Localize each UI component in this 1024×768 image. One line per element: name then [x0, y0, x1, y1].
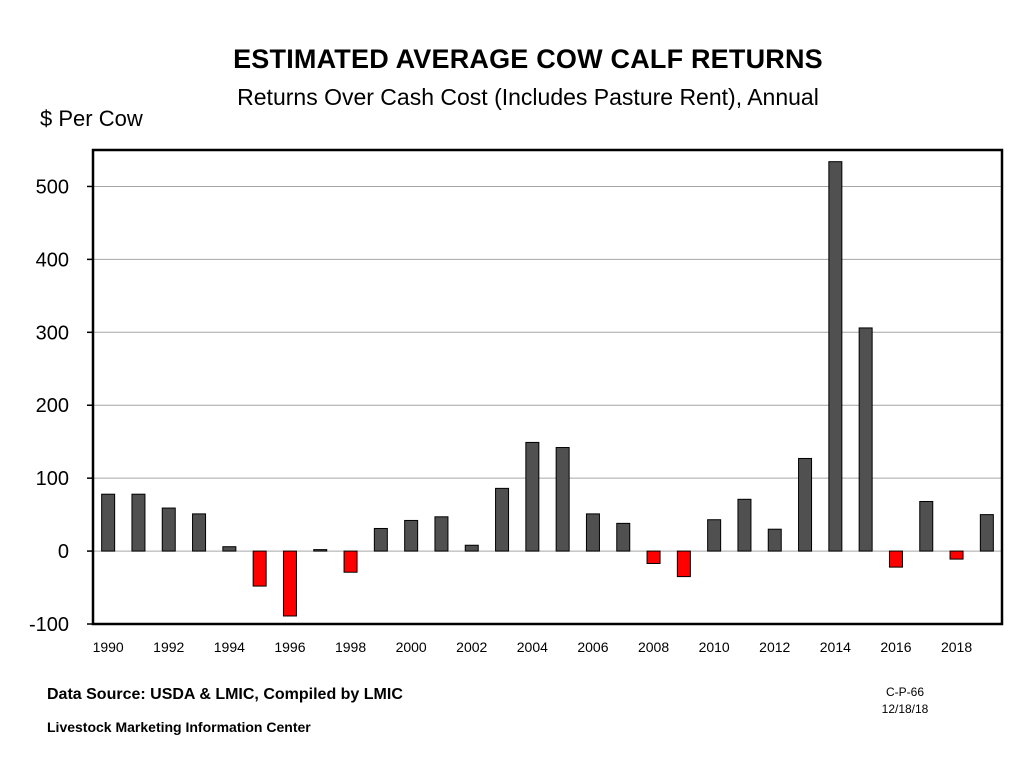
bar-2009 — [676, 550, 691, 578]
x-tick-label: 2012 — [759, 639, 790, 655]
bar-2006 — [585, 513, 600, 552]
x-tick-label: 1990 — [93, 639, 124, 655]
gridlines — [93, 185, 1002, 552]
chart-code: C-P-66 — [885, 685, 924, 699]
bar-1995 — [252, 550, 267, 587]
bar-2010 — [707, 519, 722, 552]
x-tick-label: 2004 — [517, 639, 548, 655]
bar-1997 — [313, 549, 328, 552]
bar-2008 — [646, 550, 661, 564]
y-tick-label: 0 — [58, 541, 69, 563]
bar-2018 — [949, 550, 964, 560]
bar-2003 — [495, 487, 510, 552]
y-tick-label: 100 — [36, 468, 69, 490]
y-tick-label: 200 — [36, 395, 69, 417]
x-tick-label: 2000 — [396, 639, 427, 655]
bar-2001 — [434, 516, 449, 552]
bar-2002 — [464, 544, 479, 552]
bar-2019 — [979, 514, 994, 552]
x-tick-label: 2016 — [880, 639, 911, 655]
bar-2004 — [525, 441, 540, 552]
organization-name: Livestock Marketing Information Center — [47, 719, 311, 735]
x-tick-label: 2010 — [699, 639, 730, 655]
x-tick-label: 1994 — [214, 639, 245, 655]
bar-2013 — [798, 457, 813, 552]
bars — [101, 161, 994, 617]
y-axis-label: $ Per Cow — [40, 106, 143, 131]
x-tick-label: 1992 — [153, 639, 184, 655]
data-source-note: Data Source: USDA & LMIC, Compiled by LM… — [47, 686, 403, 703]
y-tick-label: 500 — [36, 176, 69, 198]
x-tick-label: 2006 — [577, 639, 608, 655]
bar-1992 — [161, 507, 176, 552]
bar-1996 — [282, 550, 297, 617]
bar-2007 — [616, 522, 631, 552]
y-tick-label: -100 — [29, 614, 69, 636]
x-tick-label: 1998 — [335, 639, 366, 655]
bar-2005 — [555, 447, 570, 552]
y-tick-label: 300 — [36, 322, 69, 344]
y-tick-label: 400 — [36, 249, 69, 271]
x-tick-label: 2008 — [638, 639, 669, 655]
bar-1994 — [222, 546, 237, 552]
chart-title: ESTIMATED AVERAGE COW CALF RETURNS — [233, 44, 823, 74]
bar-2016 — [888, 550, 903, 568]
bar-1999 — [373, 527, 388, 552]
bar-1991 — [131, 493, 146, 552]
bar-2012 — [767, 528, 782, 552]
chart-date: 12/18/18 — [881, 702, 929, 716]
x-axis-ticks: 1990 1992 1994 1996 1998 2000 2002 2004 2006 2008… — [93, 639, 973, 655]
plot-frame — [91, 148, 1004, 626]
chart-subtitle: Returns Over Cash Cost (Includes Pasture… — [237, 84, 819, 110]
bar-2017 — [919, 500, 934, 552]
bar-2014 — [828, 161, 843, 552]
bar-2000 — [404, 519, 419, 552]
x-tick-label: 2002 — [456, 639, 487, 655]
x-tick-label: 1996 — [274, 639, 305, 655]
x-tick-label: 2014 — [820, 639, 851, 655]
bar-2011 — [737, 498, 752, 552]
x-tick-label: 2018 — [941, 639, 972, 655]
y-axis-ticks: -100 0 100 200 300 400 500 — [29, 176, 93, 636]
bar-2015 — [858, 327, 873, 552]
bar-1990 — [101, 493, 116, 552]
bar-1998 — [343, 550, 358, 573]
bar-1993 — [192, 513, 207, 552]
